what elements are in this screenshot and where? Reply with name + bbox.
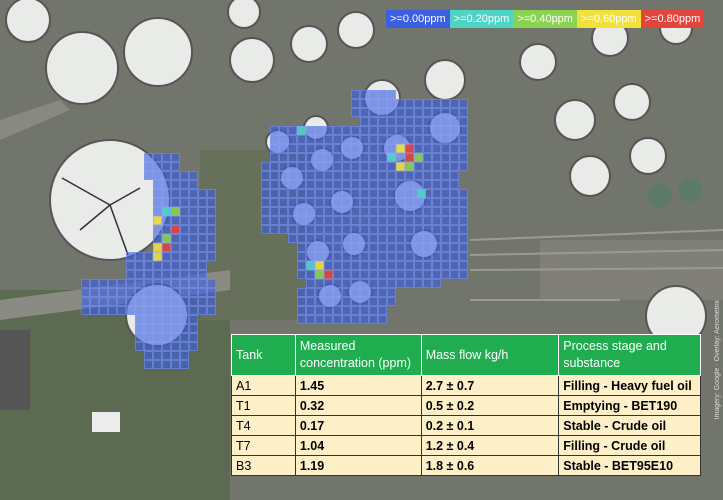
cell-mass-flow: 0.5 ± 0.2 [420, 395, 560, 416]
table-row: T1 0.32 0.5 ± 0.2 Emptying - BET190 [231, 395, 701, 416]
table-header-row: Tank Measured concentration (ppm) Mass f… [231, 334, 701, 376]
table-row: T7 1.04 1.2 ± 0.4 Filling - Crude oil [231, 435, 701, 456]
header-mass-flow: Mass flow kg/h [420, 334, 560, 376]
cell-mass-flow: 0.2 ± 0.1 [420, 415, 560, 436]
cell-mass-flow: 1.2 ± 0.4 [420, 435, 560, 456]
legend-item-1: >=0.20ppm [449, 10, 514, 28]
cell-tank: T7 [231, 435, 296, 456]
legend-item-3: >=0.60ppm [576, 10, 641, 28]
table-row: A1 1.45 2.7 ± 0.7 Filling - Heavy fuel o… [231, 375, 701, 396]
concentration-legend: >=0.00ppm >=0.20ppm >=0.40ppm >=0.60ppm … [386, 10, 705, 28]
cell-process: Emptying - BET190 [558, 395, 701, 416]
cell-concentration: 0.32 [294, 395, 422, 416]
table-row: T4 0.17 0.2 ± 0.1 Stable - Crude oil [231, 415, 701, 436]
cell-tank: T4 [231, 415, 296, 436]
cell-process: Filling - Crude oil [558, 435, 701, 456]
table-row: B3 1.19 1.8 ± 0.6 Stable - BET95E10 [231, 455, 701, 476]
cell-process: Stable - Crude oil [558, 415, 701, 436]
header-process: Process stage and substance [558, 334, 701, 376]
cell-tank: B3 [231, 455, 296, 476]
cell-process: Stable - BET95E10 [558, 455, 701, 476]
legend-item-4: >=0.80ppm [640, 10, 705, 28]
header-tank: Tank [231, 334, 296, 376]
cell-tank: T1 [231, 395, 296, 416]
cell-process: Filling - Heavy fuel oil [558, 375, 701, 396]
tank-emissions-table: Tank Measured concentration (ppm) Mass f… [231, 334, 701, 476]
cell-concentration: 0.17 [294, 415, 422, 436]
legend-item-2: >=0.40ppm [513, 10, 577, 28]
cell-concentration: 1.04 [294, 435, 422, 456]
cell-mass-flow: 2.7 ± 0.7 [420, 375, 560, 396]
legend-item-0: >=0.00ppm [386, 10, 450, 28]
cell-concentration: 1.45 [294, 375, 422, 396]
cell-tank: A1 [231, 375, 296, 396]
image-credit: Imagery: Google · Overlay: Aerometrix [714, 300, 721, 420]
cell-mass-flow: 1.8 ± 0.6 [420, 455, 560, 476]
cell-concentration: 1.19 [294, 455, 422, 476]
header-concentration: Measured concentration (ppm) [294, 334, 422, 376]
